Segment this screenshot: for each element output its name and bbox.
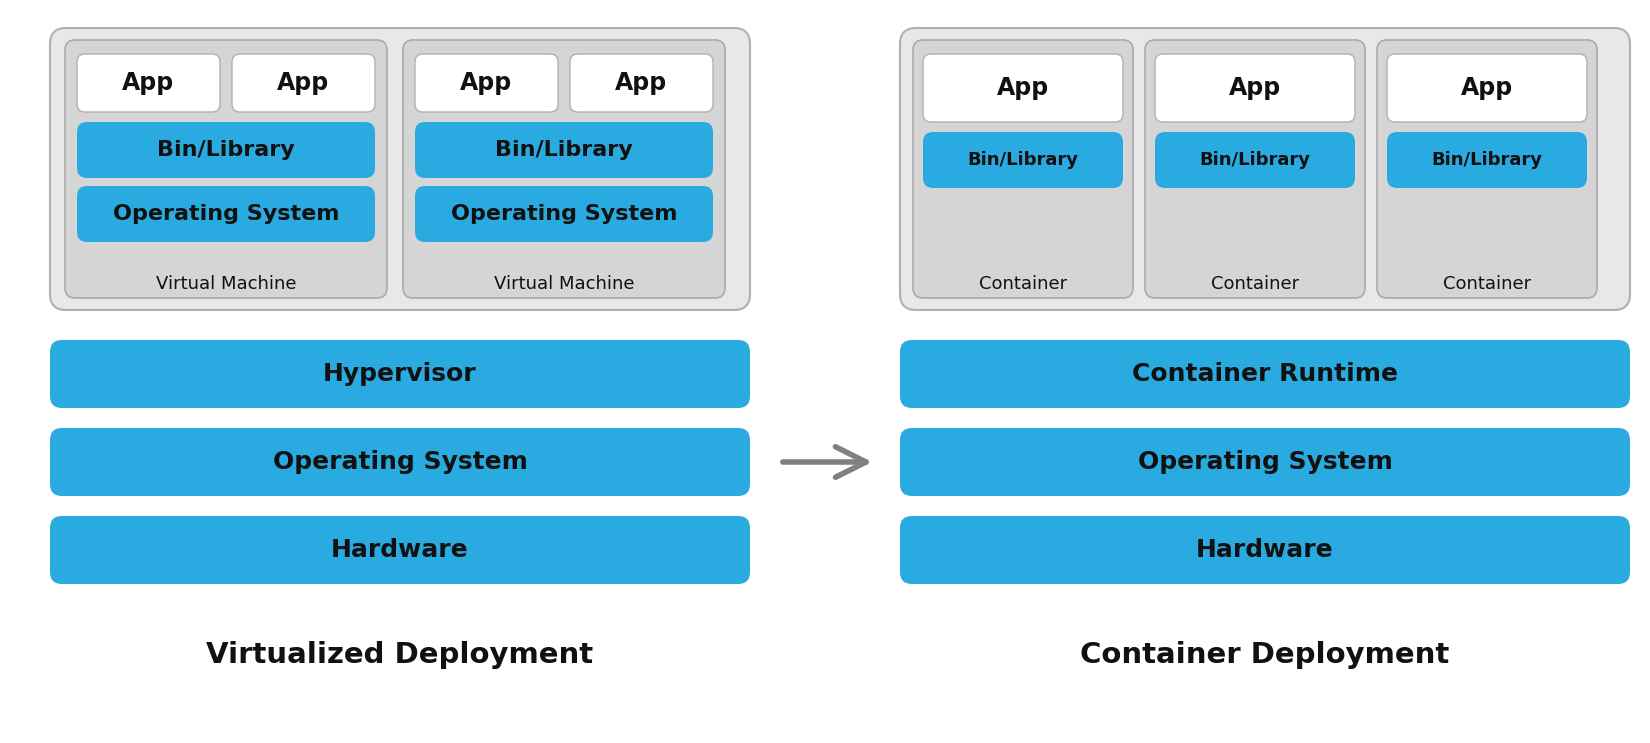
Text: Container: Container [978, 275, 1068, 293]
Text: App: App [1229, 76, 1280, 100]
FancyBboxPatch shape [899, 340, 1630, 408]
FancyBboxPatch shape [78, 54, 219, 112]
Text: Container: Container [1444, 275, 1531, 293]
FancyBboxPatch shape [50, 28, 751, 310]
Text: Bin/Library: Bin/Library [967, 151, 1079, 169]
Text: Operating System: Operating System [112, 204, 340, 224]
Text: Virtual Machine: Virtual Machine [155, 275, 297, 293]
Text: Virtualized Deployment: Virtualized Deployment [206, 641, 594, 669]
FancyBboxPatch shape [403, 40, 724, 298]
Text: App: App [1460, 76, 1513, 100]
FancyBboxPatch shape [78, 122, 375, 178]
Text: App: App [122, 71, 175, 95]
FancyBboxPatch shape [1145, 40, 1365, 298]
Text: Bin/Library: Bin/Library [1432, 151, 1543, 169]
FancyBboxPatch shape [64, 40, 388, 298]
Text: Container Deployment: Container Deployment [1081, 641, 1450, 669]
FancyBboxPatch shape [78, 186, 375, 242]
FancyBboxPatch shape [1378, 40, 1597, 298]
Text: App: App [277, 71, 328, 95]
Text: Bin/Library: Bin/Library [1200, 151, 1310, 169]
Text: Hypervisor: Hypervisor [323, 362, 477, 386]
FancyBboxPatch shape [416, 122, 713, 178]
Text: Operating System: Operating System [1137, 450, 1393, 474]
FancyBboxPatch shape [899, 516, 1630, 584]
Text: Virtual Machine: Virtual Machine [493, 275, 634, 293]
Text: Operating System: Operating System [272, 450, 528, 474]
Text: Operating System: Operating System [450, 204, 676, 224]
FancyBboxPatch shape [912, 40, 1134, 298]
FancyBboxPatch shape [233, 54, 375, 112]
FancyBboxPatch shape [899, 428, 1630, 496]
Text: Bin/Library: Bin/Library [495, 140, 634, 160]
FancyBboxPatch shape [1155, 132, 1355, 188]
FancyBboxPatch shape [1388, 132, 1587, 188]
FancyBboxPatch shape [569, 54, 713, 112]
FancyBboxPatch shape [899, 28, 1630, 310]
Text: App: App [615, 71, 667, 95]
Text: App: App [460, 71, 512, 95]
Text: Bin/Library: Bin/Library [157, 140, 295, 160]
FancyBboxPatch shape [922, 54, 1124, 122]
FancyBboxPatch shape [922, 132, 1124, 188]
FancyBboxPatch shape [50, 340, 751, 408]
FancyBboxPatch shape [50, 428, 751, 496]
FancyBboxPatch shape [1155, 54, 1355, 122]
Text: Container Runtime: Container Runtime [1132, 362, 1398, 386]
FancyBboxPatch shape [50, 516, 751, 584]
Text: Hardware: Hardware [332, 538, 469, 562]
Text: Hardware: Hardware [1196, 538, 1333, 562]
FancyBboxPatch shape [1388, 54, 1587, 122]
Text: App: App [997, 76, 1049, 100]
FancyBboxPatch shape [416, 54, 558, 112]
FancyBboxPatch shape [416, 186, 713, 242]
Text: Container: Container [1211, 275, 1299, 293]
